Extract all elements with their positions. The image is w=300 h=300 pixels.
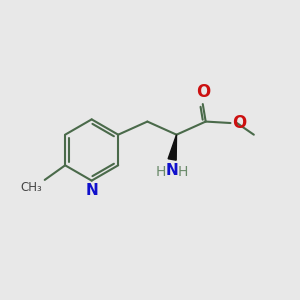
Polygon shape: [168, 135, 176, 160]
Text: N: N: [166, 163, 178, 178]
Text: O: O: [196, 82, 210, 100]
Text: N: N: [85, 183, 98, 198]
Text: CH₃: CH₃: [20, 182, 42, 194]
Text: O: O: [232, 114, 246, 132]
Text: H: H: [156, 165, 166, 179]
Text: H: H: [178, 165, 188, 179]
